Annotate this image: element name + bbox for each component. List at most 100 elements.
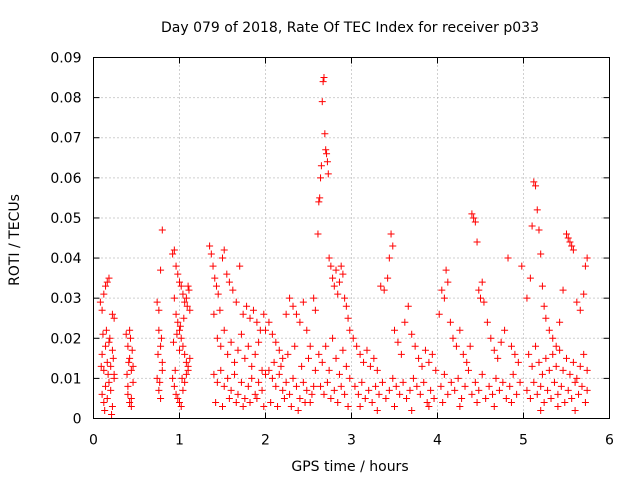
data-point xyxy=(344,314,352,322)
data-point xyxy=(351,382,359,390)
data-point xyxy=(437,382,445,390)
data-point xyxy=(337,262,345,270)
data-point xyxy=(156,378,164,386)
data-point xyxy=(177,334,185,342)
data-point xyxy=(526,274,534,282)
data-point xyxy=(108,410,116,418)
data-point xyxy=(461,382,469,390)
data-point xyxy=(291,342,299,350)
data-point xyxy=(387,230,395,238)
data-point xyxy=(373,366,381,374)
data-point xyxy=(176,346,183,354)
data-point xyxy=(320,74,328,82)
data-point xyxy=(314,230,322,238)
data-point xyxy=(219,402,226,410)
data-point xyxy=(225,278,233,286)
data-point xyxy=(468,390,476,398)
data-point xyxy=(122,330,130,338)
data-point xyxy=(299,298,307,306)
data-point xyxy=(155,306,163,314)
data-point xyxy=(105,378,113,386)
data-point xyxy=(533,206,541,214)
data-point xyxy=(289,302,297,310)
data-point xyxy=(322,146,330,154)
data-point xyxy=(319,78,327,86)
data-point xyxy=(526,394,534,402)
data-point xyxy=(234,346,242,354)
data-point xyxy=(209,262,217,270)
data-point xyxy=(126,326,134,334)
data-point xyxy=(267,398,275,406)
data-point xyxy=(372,382,380,390)
data-point xyxy=(473,238,481,246)
y-tick-label: 0.02 xyxy=(50,331,81,347)
data-point xyxy=(154,350,162,358)
data-point xyxy=(310,382,318,390)
data-point xyxy=(330,282,338,290)
data-point xyxy=(401,318,409,326)
data-point xyxy=(176,398,183,406)
x-tick-label: 1 xyxy=(175,433,184,449)
data-point xyxy=(220,382,228,390)
x-tick-label: 3 xyxy=(347,433,356,449)
data-point xyxy=(415,354,423,362)
data-point xyxy=(103,278,111,286)
data-point xyxy=(418,362,426,370)
data-point xyxy=(540,398,548,406)
y-tick-label: 0.09 xyxy=(50,51,81,67)
data-point xyxy=(176,322,184,330)
data-point xyxy=(327,394,335,402)
data-point xyxy=(183,302,191,310)
data-point xyxy=(105,274,113,282)
data-point xyxy=(502,394,510,402)
data-point xyxy=(377,282,385,290)
data-point xyxy=(223,270,231,278)
data-point xyxy=(380,286,388,294)
data-point xyxy=(440,370,448,378)
data-point xyxy=(127,394,135,402)
data-point xyxy=(341,390,349,398)
data-point xyxy=(430,394,438,402)
data-point xyxy=(279,354,287,362)
data-point xyxy=(358,378,366,386)
data-point xyxy=(321,130,329,138)
data-point xyxy=(444,278,452,286)
data-point xyxy=(356,402,364,410)
data-point xyxy=(303,326,311,334)
data-point xyxy=(100,398,108,406)
data-point xyxy=(449,334,457,342)
data-point xyxy=(315,350,323,358)
data-point xyxy=(174,270,182,278)
data-point xyxy=(311,306,319,314)
data-point xyxy=(100,290,108,298)
data-point xyxy=(557,382,565,390)
data-point xyxy=(172,390,180,398)
data-point xyxy=(225,394,233,402)
data-point xyxy=(485,382,493,390)
data-point xyxy=(213,334,221,342)
data-point xyxy=(181,378,189,386)
data-point xyxy=(243,302,251,310)
data-point xyxy=(318,358,326,366)
data-point xyxy=(157,342,165,350)
data-point xyxy=(277,362,285,370)
data-point xyxy=(258,366,266,374)
data-point xyxy=(391,326,398,334)
data-point xyxy=(325,366,333,374)
data-point xyxy=(153,374,161,382)
data-point xyxy=(535,358,543,366)
data-point xyxy=(346,326,354,334)
data-point xyxy=(270,358,278,366)
data-point xyxy=(177,282,185,290)
data-point xyxy=(110,374,118,382)
data-point xyxy=(265,318,273,326)
data-point xyxy=(248,374,256,382)
data-point xyxy=(497,338,505,346)
data-point xyxy=(103,358,111,366)
data-point xyxy=(396,390,404,398)
data-point xyxy=(239,402,247,410)
data-point xyxy=(389,242,397,250)
data-point xyxy=(214,290,222,298)
data-point xyxy=(179,290,187,298)
